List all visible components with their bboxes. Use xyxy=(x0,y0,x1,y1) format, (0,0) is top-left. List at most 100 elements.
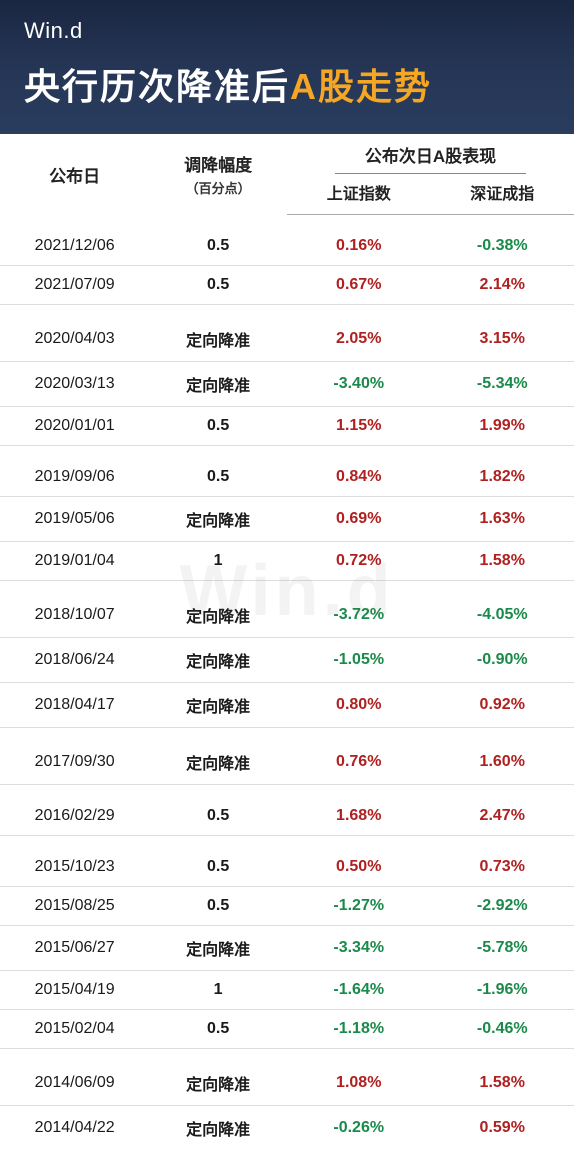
cell-amplitude: 0.5 xyxy=(149,887,287,926)
cell-shanghai: 1.08% xyxy=(287,1049,431,1106)
cell-amplitude: 0.5 xyxy=(149,266,287,305)
cell-shenzhen: 2.47% xyxy=(430,785,574,836)
table-row: 2016/02/290.51.68%2.47% xyxy=(0,785,574,836)
cell-shanghai: -0.26% xyxy=(287,1106,431,1150)
table-row: 2020/03/13定向降准-3.40%-5.34% xyxy=(0,362,574,407)
cell-shenzhen: 0.92% xyxy=(430,683,574,728)
brand-logo: Win.d xyxy=(24,18,550,44)
cell-date: 2019/09/06 xyxy=(0,446,149,497)
table-row: 2015/08/250.5-1.27%-2.92% xyxy=(0,887,574,926)
cell-shanghai: -1.27% xyxy=(287,887,431,926)
cell-shenzhen: 0.73% xyxy=(430,836,574,887)
cell-date: 2021/07/09 xyxy=(0,266,149,305)
cell-shenzhen: -0.38% xyxy=(430,215,574,266)
cell-amplitude: 定向降准 xyxy=(149,926,287,971)
col-header-performance-group: 公布次日A股表现 xyxy=(287,134,574,176)
table-row: 2014/06/09定向降准1.08%1.58% xyxy=(0,1049,574,1106)
cell-shenzhen: -0.90% xyxy=(430,638,574,683)
cell-amplitude: 1 xyxy=(149,971,287,1010)
cell-amplitude: 0.5 xyxy=(149,215,287,266)
cell-shenzhen: 3.15% xyxy=(430,305,574,362)
cell-date: 2020/03/13 xyxy=(0,362,149,407)
cell-shanghai: 2.05% xyxy=(287,305,431,362)
cell-amplitude: 0.5 xyxy=(149,785,287,836)
cell-amplitude: 0.5 xyxy=(149,836,287,887)
table-row: 2015/06/27定向降准-3.34%-5.78% xyxy=(0,926,574,971)
table-row: 2019/05/06定向降准0.69%1.63% xyxy=(0,497,574,542)
cell-shenzhen: -5.34% xyxy=(430,362,574,407)
cell-amplitude: 定向降准 xyxy=(149,581,287,638)
cell-shenzhen: 2.14% xyxy=(430,266,574,305)
cell-shanghai: 0.67% xyxy=(287,266,431,305)
cell-shenzhen: -5.78% xyxy=(430,926,574,971)
table-row: 2017/09/30定向降准0.76%1.60% xyxy=(0,728,574,785)
col-header-shenzhen: 深证成指 xyxy=(430,176,574,215)
cell-shanghai: -3.72% xyxy=(287,581,431,638)
title-prefix: 央行历次降准后 xyxy=(24,66,290,107)
cell-shanghai: 0.50% xyxy=(287,836,431,887)
cell-amplitude: 0.5 xyxy=(149,1010,287,1049)
cell-shanghai: 1.15% xyxy=(287,407,431,446)
cell-date: 2018/04/17 xyxy=(0,683,149,728)
cell-amplitude: 定向降准 xyxy=(149,1106,287,1150)
cell-shanghai: -1.64% xyxy=(287,971,431,1010)
cell-shanghai: -1.18% xyxy=(287,1010,431,1049)
table-row: 2021/07/090.50.67%2.14% xyxy=(0,266,574,305)
perf-group-label: 公布次日A股表现 xyxy=(335,142,526,174)
table-row: 2018/04/17定向降准0.80%0.92% xyxy=(0,683,574,728)
cell-amplitude: 1 xyxy=(149,542,287,581)
table-row: 2020/01/010.51.15%1.99% xyxy=(0,407,574,446)
cell-shenzhen: 0.59% xyxy=(430,1106,574,1150)
cell-shanghai: 0.16% xyxy=(287,215,431,266)
cell-date: 2018/06/24 xyxy=(0,638,149,683)
cell-shanghai: 0.69% xyxy=(287,497,431,542)
cell-shenzhen: 1.99% xyxy=(430,407,574,446)
cell-shanghai: 0.76% xyxy=(287,728,431,785)
cell-date: 2018/10/07 xyxy=(0,581,149,638)
cell-date: 2015/04/19 xyxy=(0,971,149,1010)
table-container: Win.d 公布日 调降幅度 （百分点） 公布次日A股表现 上证指数 深证成指 … xyxy=(0,134,574,1150)
cell-shanghai: -1.05% xyxy=(287,638,431,683)
col-header-shanghai: 上证指数 xyxy=(287,176,431,215)
cell-shenzhen: 1.63% xyxy=(430,497,574,542)
cell-shenzhen: -0.46% xyxy=(430,1010,574,1049)
amplitude-main-label: 调降幅度 xyxy=(184,156,252,175)
cell-shenzhen: -2.92% xyxy=(430,887,574,926)
cell-shenzhen: 1.82% xyxy=(430,446,574,497)
cell-date: 2015/06/27 xyxy=(0,926,149,971)
cell-date: 2015/02/04 xyxy=(0,1010,149,1049)
table-body: 2021/12/060.50.16%-0.38%2021/07/090.50.6… xyxy=(0,215,574,1150)
col-header-amplitude: 调降幅度 （百分点） xyxy=(149,134,287,215)
cell-date: 2014/06/09 xyxy=(0,1049,149,1106)
cell-date: 2021/12/06 xyxy=(0,215,149,266)
cell-shanghai: 1.68% xyxy=(287,785,431,836)
cell-amplitude: 定向降准 xyxy=(149,728,287,785)
col-header-date: 公布日 xyxy=(0,134,149,215)
cell-shenzhen: -4.05% xyxy=(430,581,574,638)
cell-amplitude: 定向降准 xyxy=(149,638,287,683)
cell-date: 2017/09/30 xyxy=(0,728,149,785)
table-row: 2020/04/03定向降准2.05%3.15% xyxy=(0,305,574,362)
header-banner: Win.d 央行历次降准后A股走势 xyxy=(0,0,574,134)
cell-shenzhen: 1.58% xyxy=(430,542,574,581)
cell-date: 2020/01/01 xyxy=(0,407,149,446)
table-row: 2021/12/060.50.16%-0.38% xyxy=(0,215,574,266)
cell-shanghai: 0.72% xyxy=(287,542,431,581)
table-row: 2015/02/040.5-1.18%-0.46% xyxy=(0,1010,574,1049)
cell-shanghai: -3.40% xyxy=(287,362,431,407)
title-accent: A股走势 xyxy=(290,66,432,107)
cell-amplitude: 定向降准 xyxy=(149,362,287,407)
table-row: 2018/06/24定向降准-1.05%-0.90% xyxy=(0,638,574,683)
table-row: 2019/09/060.50.84%1.82% xyxy=(0,446,574,497)
cell-amplitude: 定向降准 xyxy=(149,683,287,728)
table-header: 公布日 调降幅度 （百分点） 公布次日A股表现 上证指数 深证成指 xyxy=(0,134,574,215)
cell-amplitude: 0.5 xyxy=(149,446,287,497)
table-row: 2018/10/07定向降准-3.72%-4.05% xyxy=(0,581,574,638)
cell-amplitude: 定向降准 xyxy=(149,497,287,542)
cell-date: 2015/10/23 xyxy=(0,836,149,887)
cell-shenzhen: -1.96% xyxy=(430,971,574,1010)
cell-shenzhen: 1.60% xyxy=(430,728,574,785)
cell-amplitude: 0.5 xyxy=(149,407,287,446)
amplitude-sub-label: （百分点） xyxy=(153,178,283,197)
cell-date: 2016/02/29 xyxy=(0,785,149,836)
